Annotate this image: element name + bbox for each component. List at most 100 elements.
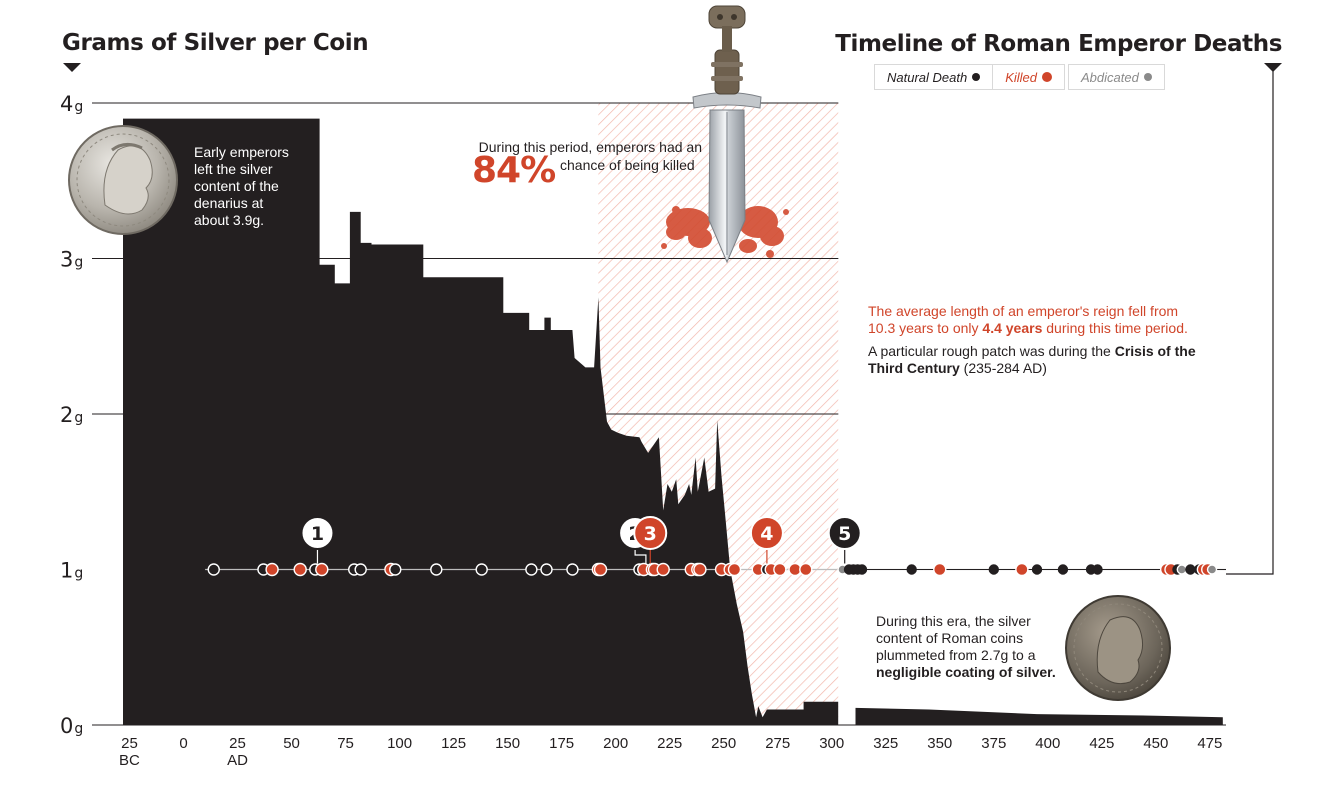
- death-timeline: [205, 562, 1226, 577]
- x-tick-label: 300: [819, 735, 844, 752]
- death-marker-natural: [566, 563, 579, 576]
- x-tick-label: 150: [495, 735, 520, 752]
- death-marker-natural: [856, 564, 868, 575]
- x-tick-label: 75: [337, 735, 354, 752]
- death-marker-killed: [773, 562, 787, 577]
- x-tick-label: 375: [981, 735, 1006, 752]
- death-marker-natural: [525, 563, 538, 576]
- y-tick-label: 1g: [60, 559, 83, 583]
- crisis-note-a: A particular rough patch was during the: [868, 343, 1115, 359]
- death-marker-natural: [1031, 564, 1043, 575]
- period-note-line1: During this period, emperors had an: [478, 139, 702, 155]
- antoninianus-coin-icon: [1065, 595, 1171, 701]
- event-marker-circle: [749, 516, 784, 550]
- legend-natural-label: Natural Death: [887, 69, 968, 85]
- right-title-arrow: [1264, 63, 1282, 72]
- x-tick-label: 450: [1143, 735, 1168, 752]
- y-tick-label: 4g: [60, 92, 83, 116]
- left-title-arrow: [63, 63, 81, 72]
- death-marker-natural: [430, 563, 443, 576]
- death-marker-natural: [354, 563, 367, 576]
- crisis-note-highlight: Crisis of the Third Century: [868, 343, 1196, 376]
- x-tick-label: 275: [765, 735, 790, 752]
- x-tick-label: 175: [549, 735, 574, 752]
- x-tick-label: 350: [927, 735, 952, 752]
- death-marker-natural: [1185, 564, 1196, 575]
- death-marker-natural: [906, 564, 917, 575]
- x-tick-sublabel: BC: [119, 752, 140, 769]
- death-marker-natural: [475, 563, 488, 576]
- death-marker-natural: [1092, 564, 1103, 575]
- sword-icon: [661, 5, 789, 264]
- event-marker-circle: [633, 516, 668, 550]
- x-tick-label: 125: [441, 735, 466, 752]
- y-tick-unit: g: [74, 255, 83, 271]
- right-title: Timeline of Roman Emperor Deaths: [835, 31, 1282, 57]
- death-marker-killed: [799, 562, 813, 577]
- event-markers: 12345: [300, 516, 862, 564]
- death-marker-killed: [593, 562, 608, 577]
- natural-dot-icon: [972, 73, 981, 81]
- x-tick-label: 325: [873, 735, 898, 752]
- marker-connector: [634, 549, 647, 564]
- timeline-bracket: [1226, 70, 1274, 575]
- death-marker-abdicated: [1206, 564, 1218, 575]
- period-note-line2: chance of being killed: [560, 157, 695, 173]
- death-marker-killed: [656, 562, 670, 577]
- death-marker-natural: [389, 563, 402, 576]
- legend-natural: Natural Death: [874, 64, 994, 90]
- death-marker-killed: [293, 562, 307, 577]
- y-tick-unit: g: [74, 410, 83, 426]
- blood-splatter-icon: [661, 206, 789, 258]
- x-tick-label: 0: [179, 735, 187, 752]
- killed-percentage: 84%: [472, 150, 556, 191]
- crisis-note: A particular rough patch was during the …: [868, 343, 1198, 377]
- y-tick-unit: g: [74, 566, 83, 582]
- early-emperors-note: Early emperors left the silver content o…: [194, 144, 289, 228]
- death-marker-natural: [988, 564, 999, 575]
- death-marker-killed: [933, 562, 947, 577]
- reign-note-a: The average length of an emperor's reign…: [868, 303, 1179, 336]
- death-marker-killed: [693, 562, 707, 577]
- legend-killed-label: Killed: [1005, 69, 1038, 85]
- era-note-highlight: negligible coating of silver.: [876, 664, 1056, 680]
- x-tick-label: 475: [1197, 735, 1222, 752]
- x-tick-label: 200: [603, 735, 628, 752]
- y-tick-unit: g: [74, 721, 83, 737]
- y-tick-unit: g: [74, 99, 83, 115]
- death-marker-abdicated: [1176, 564, 1187, 575]
- x-tick-label: 100: [387, 735, 412, 752]
- event-marker-label: 3: [644, 523, 657, 545]
- left-title: Grams of Silver per Coin: [62, 30, 369, 56]
- crisis-note-c: (235-284 AD): [959, 360, 1047, 376]
- legend: Natural Death Killed Abdicated: [874, 64, 1165, 90]
- x-tick-label: 225: [657, 735, 682, 752]
- event-marker-label: 4: [760, 523, 773, 545]
- x-tick-label: 25: [121, 735, 138, 752]
- legend-abdicated: Abdicated: [1068, 64, 1165, 90]
- death-marker-natural: [207, 563, 220, 576]
- event-marker-label: 1: [311, 523, 324, 545]
- event-marker-circle: [300, 516, 335, 550]
- event-marker-circle: [827, 516, 862, 550]
- death-marker-killed: [727, 562, 742, 577]
- x-tick-label: 425: [1089, 735, 1114, 752]
- death-marker-natural: [1057, 564, 1069, 575]
- reign-length-note: The average length of an emperor's reign…: [868, 303, 1208, 337]
- y-tick-label: 3g: [60, 248, 83, 272]
- x-tick-label: 400: [1035, 735, 1060, 752]
- legend-killed: Killed: [993, 64, 1066, 90]
- gridlines: [92, 102, 1226, 726]
- death-marker-killed: [1015, 562, 1029, 577]
- reign-note-c: during this time period.: [1042, 320, 1188, 336]
- silver-era-note: During this era, the silver content of R…: [876, 613, 1061, 681]
- killed-dot-icon: [1042, 72, 1053, 82]
- abdicated-dot-icon: [1143, 73, 1152, 81]
- reign-note-highlight: 4.4 years: [982, 320, 1043, 336]
- x-tick-label: 250: [711, 735, 736, 752]
- event-marker-label: 5: [838, 523, 851, 545]
- legend-abdicated-label: Abdicated: [1081, 69, 1139, 85]
- x-tick-sublabel: AD: [227, 752, 248, 769]
